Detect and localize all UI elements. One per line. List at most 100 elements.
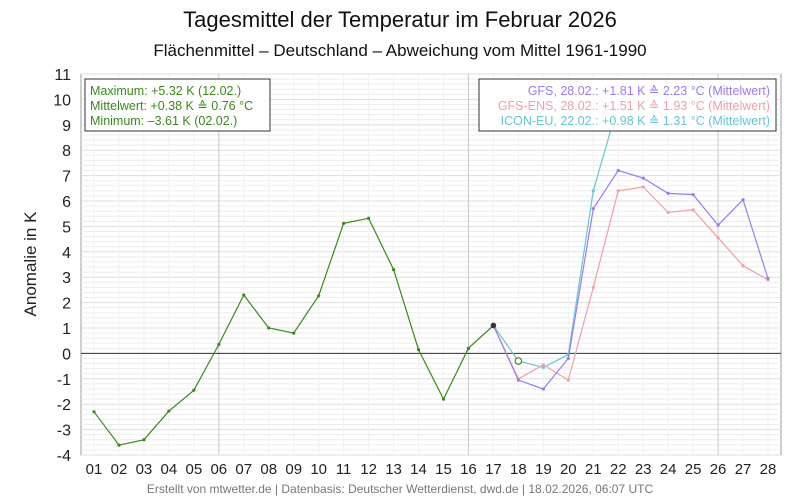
x-tick-label: 25 <box>685 461 702 478</box>
data-point-gfs <box>641 176 645 180</box>
y-tick-label: -3 <box>57 423 71 440</box>
stats-min: Minimum: –3.61 K (02.02.) <box>90 114 237 128</box>
x-tick-label: 27 <box>735 461 752 478</box>
x-tick-label: 15 <box>435 461 452 478</box>
data-point-gfs <box>591 207 595 211</box>
x-tick-label: 14 <box>410 461 427 478</box>
x-tick-label: 10 <box>310 461 327 478</box>
series-line-gfs <box>492 169 769 390</box>
x-tick-label: 07 <box>235 461 252 478</box>
legend-icon-eu: ICON-EU, 22.02.: +0.98 K ≙ 1.31 °C (Mitt… <box>501 114 770 128</box>
data-point-gfs <box>516 378 520 382</box>
y-tick-label: 9 <box>62 118 71 135</box>
x-tick-label: 08 <box>260 461 277 478</box>
data-point-beobachtung <box>92 410 96 414</box>
data-point-beobachtung <box>167 409 171 413</box>
x-tick-label: 21 <box>585 461 602 478</box>
data-point-beobachtung <box>142 438 146 442</box>
data-point-gfs <box>616 168 620 173</box>
legend-gfs-ens: GFS-ENS, 28.02.: +1.51 K ≙ 1.93 °C (Mitt… <box>498 99 770 113</box>
y-tick-label: 10 <box>53 92 71 109</box>
stats-max: Maximum: +5.32 K (12.02.) <box>90 84 241 98</box>
x-tick-label: 11 <box>336 461 352 478</box>
data-point-beobachtung <box>391 267 396 272</box>
x-tick-label: 19 <box>535 461 552 478</box>
data-point-beobachtung <box>292 331 296 335</box>
x-tick-label: 06 <box>210 461 227 478</box>
data-point-beobachtung <box>117 443 121 447</box>
data-point-gfs-ens <box>541 363 545 367</box>
y-tick-label: -1 <box>57 372 71 389</box>
x-tick-label: 24 <box>660 461 677 478</box>
data-point-beobachtung <box>192 388 196 392</box>
x-tick-label: 03 <box>136 461 153 478</box>
data-point-gfs-ens <box>616 189 620 193</box>
y-tick-label: -4 <box>57 448 71 465</box>
legend-frame <box>478 78 777 132</box>
data-point-icon-eu <box>591 189 595 193</box>
last-observation-point <box>490 322 497 329</box>
x-tick-label: 01 <box>86 461 103 478</box>
data-point-gfs-ens <box>566 378 570 382</box>
data-point-gfs <box>666 191 670 195</box>
x-tick-label: 09 <box>285 461 302 478</box>
y-tick-label: 1 <box>62 321 71 338</box>
data-point-beobachtung <box>217 342 221 347</box>
data-point-beobachtung <box>267 326 271 330</box>
chart-subtitle: Flächenmittel – Deutschland – Abweichung… <box>153 41 646 60</box>
chart-title: Tagesmittel der Temperatur im Februar 20… <box>183 7 617 32</box>
data-point-gfs <box>691 193 695 197</box>
stats-box: Maximum: +5.32 K (12.02.) Mittelwert: +0… <box>84 78 271 132</box>
y-axis-label: Anomalie in K <box>21 211 40 317</box>
x-tick-label: 28 <box>760 461 777 478</box>
data-point-gfs-ens <box>641 185 645 189</box>
x-tick-label: 20 <box>560 461 577 478</box>
highlight-marker <box>514 357 523 365</box>
x-tick-label: 26 <box>710 461 727 478</box>
data-point-beobachtung <box>317 294 321 298</box>
data-point-beobachtung <box>416 347 421 352</box>
legend-gfs: GFS, 28.02.: +1.81 K ≙ 2.23 °C (Mittelwe… <box>528 84 770 98</box>
y-tick-label: 0 <box>62 346 71 363</box>
x-tick-label: 04 <box>161 461 178 478</box>
x-tick-label: 17 <box>485 461 502 478</box>
x-tick-label: 12 <box>360 461 377 478</box>
data-point-beobachtung <box>366 216 371 220</box>
x-tick-label: 23 <box>635 461 652 478</box>
x-tick-label: 02 <box>111 461 128 478</box>
data-point-gfs-ens <box>741 264 745 268</box>
stats-mean: Mittelwert: +0.38 K ≙ 0.76 °C <box>90 99 253 113</box>
data-point-gfs-ens <box>666 210 670 215</box>
data-point-gfs-ens <box>591 285 595 289</box>
x-tick-label: 16 <box>460 461 477 478</box>
stats-box-frame <box>84 78 271 132</box>
data-point-gfs-ens <box>691 208 695 212</box>
y-tick-label: 8 <box>62 143 71 160</box>
series <box>92 102 770 447</box>
y-tick-label: -2 <box>57 397 71 414</box>
footer-credit: Erstellt von mtwetter.de | Datenbasis: D… <box>147 482 654 496</box>
data-point-gfs <box>541 387 545 391</box>
plot-area <box>80 73 782 456</box>
y-tick-label: 5 <box>62 219 71 236</box>
data-point-icon-eu <box>541 365 545 369</box>
y-tick-label: 4 <box>62 245 71 262</box>
series-line-gfs-ens <box>492 186 769 382</box>
y-tick-label: 6 <box>62 194 71 211</box>
data-point-beobachtung <box>441 397 446 401</box>
data-point-beobachtung <box>466 346 471 350</box>
x-tick-label: 05 <box>186 461 203 478</box>
x-tick-label: 22 <box>610 461 627 478</box>
y-tick-label: 3 <box>62 270 71 287</box>
x-tick-label: 18 <box>510 461 527 478</box>
data-point-beobachtung <box>342 221 346 225</box>
x-tick-label: 13 <box>385 461 402 478</box>
y-tick-label: 11 <box>54 67 71 84</box>
data-point-gfs <box>566 356 570 361</box>
data-point-gfs <box>741 198 745 202</box>
data-point-gfs <box>716 223 720 227</box>
data-point-gfs-ens <box>716 236 720 240</box>
y-tick-label: 2 <box>62 296 71 313</box>
data-point-beobachtung <box>242 293 246 297</box>
